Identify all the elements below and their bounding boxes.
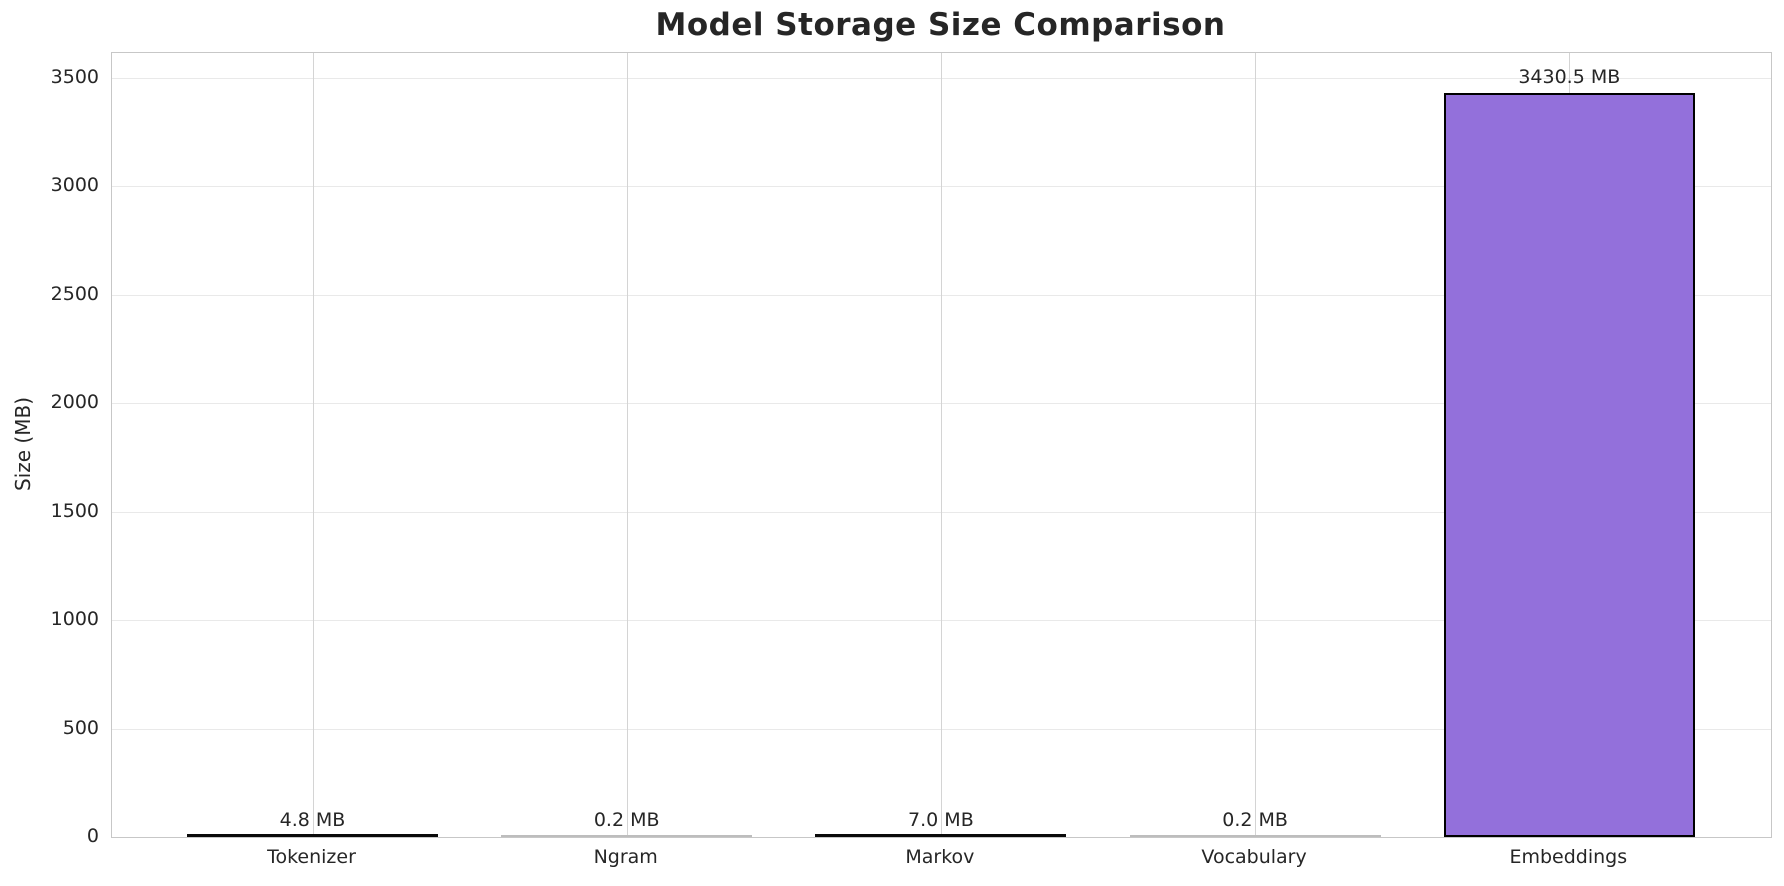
x-tick-label: Embeddings [1509, 846, 1628, 868]
gridline-vertical [1255, 53, 1257, 837]
bar-embeddings [1443, 93, 1695, 837]
bar-ngram [501, 835, 753, 837]
chart-title: Model Storage Size Comparison [655, 7, 1226, 43]
bar-value-label: 3430.5 MB [1518, 66, 1621, 88]
bar-value-label: 7.0 MB [908, 808, 974, 831]
bar-value-label: 4.8 MB [279, 809, 346, 831]
y-tick-label: 3500 [50, 65, 99, 88]
x-tick-label: Ngram [593, 846, 658, 868]
y-tick-label: 0 [86, 825, 99, 847]
y-tick-label: 500 [62, 716, 99, 739]
bar-value-label: 0.2 MB [1222, 809, 1288, 831]
gridline-vertical [626, 53, 628, 837]
bar-vocabulary [1129, 835, 1381, 837]
plot-area: 4.8 MB 0.2 MB 7.0 MB 0.2 MB 3430.5 MB [111, 52, 1772, 838]
y-tick-label: 1500 [50, 499, 99, 522]
bar-value-label: 0.2 MB [593, 809, 660, 831]
y-tick-label: 2000 [50, 391, 99, 414]
x-tick-label: Markov [905, 846, 975, 868]
y-tick-label: 2500 [50, 282, 99, 305]
gridline-vertical [940, 53, 942, 837]
gridline-vertical [312, 53, 314, 837]
y-tick-label: 3000 [50, 174, 99, 197]
bar-markov [815, 834, 1067, 837]
y-tick-label: 1000 [50, 608, 99, 631]
x-tick-label: Tokenizer [267, 846, 356, 868]
x-tick-label: Vocabulary [1201, 846, 1307, 868]
bar-tokenizer [187, 834, 438, 837]
